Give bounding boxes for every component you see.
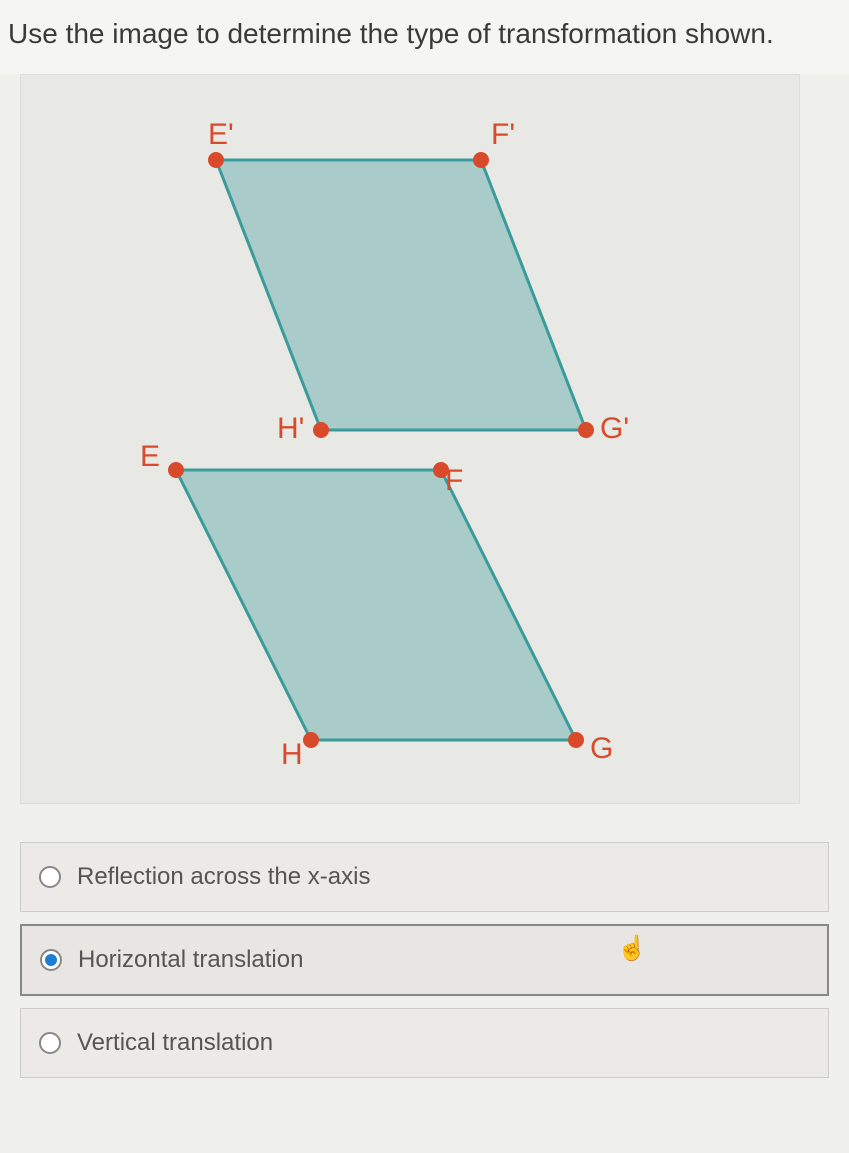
answer-option-1[interactable]: Horizontal translation ☝ — [20, 924, 829, 996]
vertex-E — [168, 462, 184, 478]
option-label: Horizontal translation — [78, 946, 303, 974]
radio-inner-icon — [45, 954, 57, 966]
vertex-label-G-prime: G' — [600, 412, 629, 445]
geometry-diagram: E' F' G' H' E F G H — [20, 74, 800, 804]
vertex-G — [568, 732, 584, 748]
option-label: Vertical translation — [77, 1029, 273, 1057]
radio-icon[interactable] — [40, 949, 62, 971]
vertex-label-F: F — [445, 464, 463, 497]
question-text: Use the image to determine the type of t… — [0, 0, 849, 74]
vertex-H-prime — [313, 422, 329, 438]
vertex-label-H-prime: H' — [277, 412, 304, 445]
radio-icon[interactable] — [39, 866, 61, 888]
cursor-icon: ☝ — [617, 934, 647, 963]
parallelogram-prime — [216, 160, 586, 430]
answer-option-0[interactable]: Reflection across the x-axis — [20, 842, 829, 912]
vertex-E-prime — [208, 152, 224, 168]
radio-icon[interactable] — [39, 1032, 61, 1054]
vertex-label-G: G — [590, 732, 613, 765]
vertex-F-prime — [473, 152, 489, 168]
vertex-label-F-prime: F' — [491, 118, 515, 151]
answer-options: Reflection across the x-axis Horizontal t… — [0, 842, 849, 1078]
vertex-label-E-prime: E' — [208, 118, 234, 151]
diagram-svg: E' F' G' H' E F G H — [21, 75, 801, 805]
vertex-label-H: H — [281, 738, 303, 771]
vertex-label-E: E — [140, 440, 160, 473]
parallelogram-original — [176, 470, 576, 740]
answer-option-2[interactable]: Vertical translation — [20, 1008, 829, 1078]
option-label: Reflection across the x-axis — [77, 863, 370, 891]
vertex-G-prime — [578, 422, 594, 438]
vertex-H — [303, 732, 319, 748]
